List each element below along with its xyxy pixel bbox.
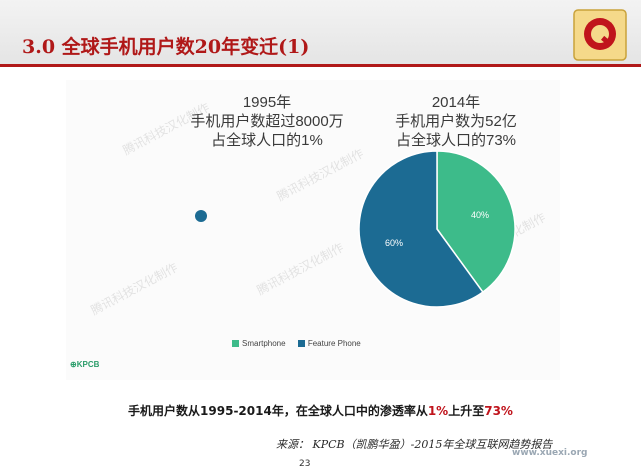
header-band [0,0,641,66]
watermark: 腾讯科技汉化制作 [274,146,366,204]
summary-from: 1% [427,404,449,418]
pie-chart-2014: 40% 60% [358,150,516,308]
caption-1995: 1995年 手机用户数超过8000万 占全球人口的1% [180,93,354,150]
pie-data-label: 40% [471,210,489,220]
slide-title: 3.0 全球手机用户数20年变迁(1) [22,36,310,58]
caption-2014-users: 手机用户数为52亿 [395,113,517,130]
summary-to: 73% [484,404,513,418]
pie-slice-feature-phone [358,150,484,308]
header-rule [0,64,641,67]
caption-1995-share: 占全球人口的1% [211,132,323,149]
legend-item-feature-phone: Feature Phone [297,339,361,348]
watermark: 腾讯科技汉化制作 [254,240,346,298]
page-number: 23 [299,459,311,469]
source-citation: 来源： KPCB（凯鹏华盈）-2015年全球互联网趋势报告 [276,438,553,451]
caption-2014-share: 占全球人口的73% [395,132,517,149]
legend-label: Feature Phone [307,339,361,348]
caption-2014-year: 2014年 [431,94,481,111]
site-watermark: www.xuexi.org [512,448,588,458]
pie-data-label: 60% [385,238,403,248]
legend-swatch [232,340,239,347]
watermark: 腾讯科技汉化制作 [88,260,180,318]
summary-middle: 上升至 [448,404,485,418]
caption-1995-users: 手机用户数超过8000万 [190,113,344,130]
brand-logo-icon [573,9,627,61]
pie-slice-smartphone [436,150,516,294]
summary-prefix: 手机用户数从1995-2014年，在全球人口中的渗透率从 [128,404,428,418]
legend-label: Smartphone [242,339,286,348]
legend-item-smartphone: Smartphone [232,339,286,348]
kpcb-logo: ⊕KPCB [70,360,100,369]
legend-swatch [297,340,305,347]
pie-1995-marker [195,210,207,222]
caption-1995-year: 1995年 [242,94,292,111]
caption-2014: 2014年 手机用户数为52亿 占全球人口的73% [369,93,543,150]
kpcb-logo-text: KPCB [76,360,100,369]
summary-text: 手机用户数从1995-2014年，在全球人口中的渗透率从1%上升至73% [0,402,641,419]
chart-legend: Smartphone Feature Phone [232,339,371,348]
chart-panel: 腾讯科技汉化制作 腾讯科技汉化制作 腾讯科技汉化制作 腾讯科技汉化制作 腾讯科技… [66,80,560,380]
